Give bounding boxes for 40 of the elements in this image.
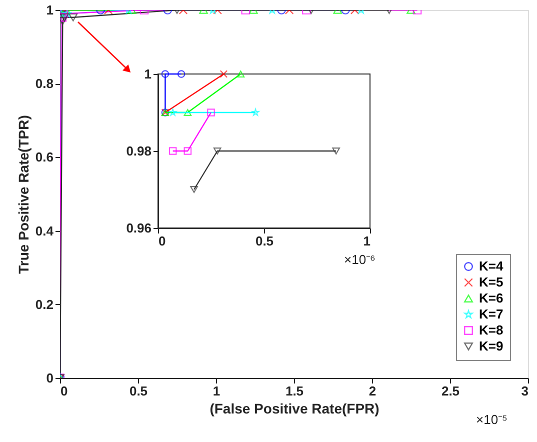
- legend-label: K=8: [479, 322, 504, 338]
- point: [184, 109, 192, 116]
- legend-label: K=6: [479, 290, 504, 306]
- x-tick-label: 0.5: [255, 234, 274, 248]
- y-tick-label: 0.2: [35, 296, 54, 312]
- y-tick-label: 0.98: [126, 144, 152, 158]
- x-tick-label: 1: [363, 234, 370, 248]
- point: [161, 70, 170, 78]
- legend-label: K=7: [479, 306, 504, 322]
- y-tick-label: 0.6: [35, 150, 54, 165]
- legend-label: K=5: [479, 274, 504, 290]
- point: [177, 70, 186, 78]
- point: [190, 186, 198, 193]
- y-tick-label: 0.4: [35, 223, 54, 238]
- x-axis-title: (False Positive Rate(FPR): [210, 400, 380, 416]
- legend-label: K=4: [479, 258, 504, 274]
- point: [213, 148, 222, 154]
- point: [168, 147, 177, 155]
- y-tick-label: 0.96: [126, 220, 152, 236]
- x-tick-label: 1: [212, 384, 220, 398]
- x-tick-label: 2: [368, 384, 376, 398]
- point: [207, 108, 215, 116]
- y-tick-label: 0: [46, 370, 54, 386]
- point: [220, 70, 228, 78]
- point: [184, 147, 192, 155]
- x-tick-label: 2.5: [441, 384, 460, 398]
- x-tick-label: 0: [60, 384, 68, 398]
- y-axis-title: True Positive Rate(TPR): [15, 115, 32, 274]
- y-tick-label: 1: [46, 2, 54, 18]
- x-tick-label: 1.5: [285, 384, 304, 398]
- x-tick-label: 3: [521, 384, 528, 398]
- legend-label: K=9: [479, 338, 504, 354]
- y-tick-label: 0.8: [35, 76, 54, 92]
- point: [236, 70, 245, 78]
- y-tick-label: 1: [144, 66, 152, 82]
- x-tick-label: 0: [158, 234, 166, 248]
- x-tick-label: 0.5: [129, 384, 148, 398]
- annotation: ×10⁻⁶: [344, 252, 376, 267]
- point: [332, 148, 340, 154]
- text: ×10⁻⁵: [476, 412, 508, 427]
